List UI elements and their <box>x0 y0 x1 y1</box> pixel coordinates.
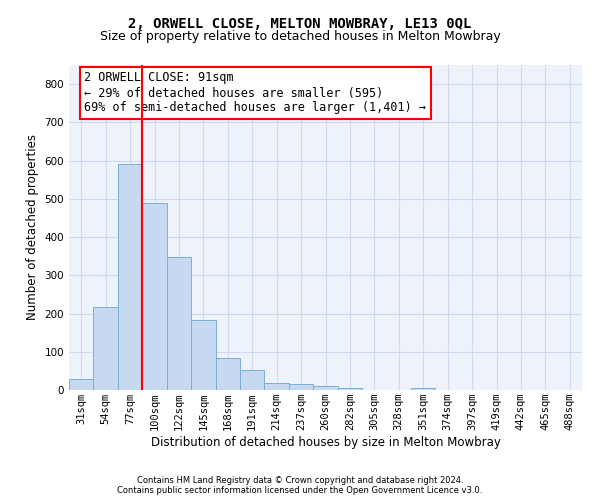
Bar <box>338 388 362 390</box>
Bar <box>94 306 118 390</box>
Text: 2 ORWELL CLOSE: 91sqm
← 29% of detached houses are smaller (595)
69% of semi-det: 2 ORWELL CLOSE: 91sqm ← 29% of detached … <box>85 72 427 114</box>
Bar <box>240 370 265 390</box>
Bar <box>69 378 94 390</box>
Bar <box>118 164 142 390</box>
Text: Contains HM Land Registry data © Crown copyright and database right 2024.: Contains HM Land Registry data © Crown c… <box>137 476 463 485</box>
Bar <box>215 358 240 390</box>
Bar <box>167 258 191 390</box>
Bar <box>289 384 313 390</box>
Bar <box>265 383 289 390</box>
Bar <box>411 388 436 390</box>
Bar <box>142 204 167 390</box>
Text: Contains public sector information licensed under the Open Government Licence v3: Contains public sector information licen… <box>118 486 482 495</box>
Bar <box>191 320 215 390</box>
Text: Size of property relative to detached houses in Melton Mowbray: Size of property relative to detached ho… <box>100 30 500 43</box>
Bar <box>313 386 338 390</box>
Y-axis label: Number of detached properties: Number of detached properties <box>26 134 39 320</box>
X-axis label: Distribution of detached houses by size in Melton Mowbray: Distribution of detached houses by size … <box>151 436 500 449</box>
Text: 2, ORWELL CLOSE, MELTON MOWBRAY, LE13 0QL: 2, ORWELL CLOSE, MELTON MOWBRAY, LE13 0Q… <box>128 18 472 32</box>
